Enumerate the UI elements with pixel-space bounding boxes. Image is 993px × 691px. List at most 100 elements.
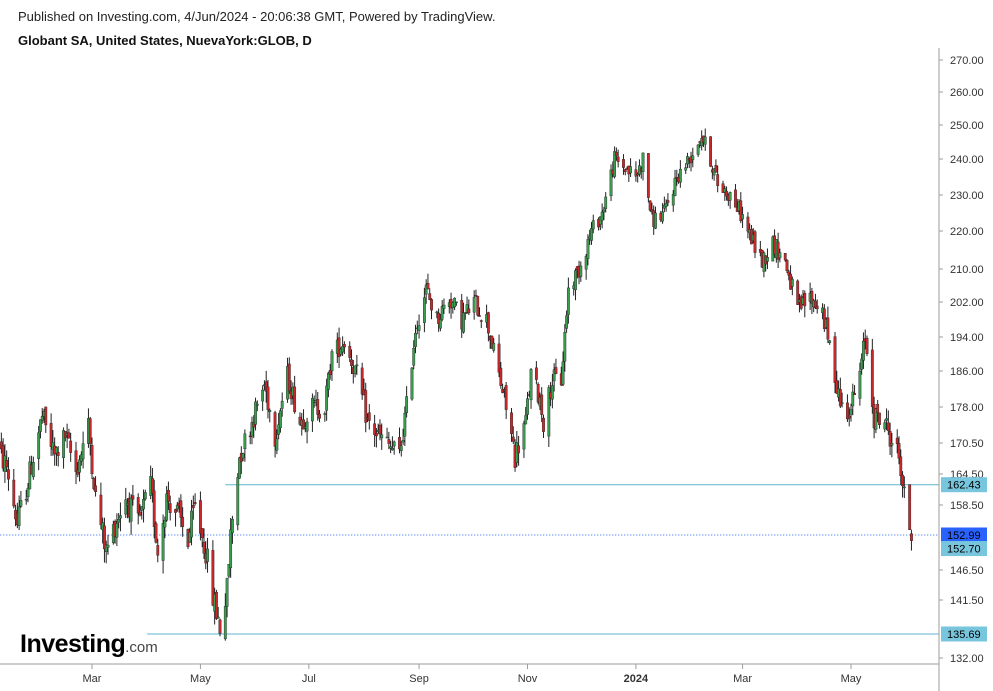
candle — [888, 422, 892, 456]
candle — [661, 203, 664, 224]
candle — [403, 406, 407, 447]
y-tick-label: 170.50 — [950, 438, 984, 450]
candle — [430, 298, 433, 320]
candle — [478, 307, 481, 317]
candle — [796, 279, 800, 306]
candle — [600, 203, 604, 229]
candle — [90, 437, 94, 480]
x-axis: Mar May Jul Sep Nov 2024 Mar May — [0, 663, 939, 685]
x-tick-label: Mar — [83, 673, 102, 685]
candle — [810, 287, 814, 315]
candle — [822, 304, 826, 332]
candle — [78, 455, 81, 482]
candle — [199, 491, 202, 541]
candle — [218, 618, 222, 637]
candle — [387, 431, 391, 450]
candle — [803, 290, 807, 318]
y-tick-label: 186.00 — [950, 366, 984, 378]
y-tick-label: 220.00 — [950, 226, 984, 238]
candle — [151, 467, 154, 503]
instrument-title: Globant SA, United States, NuevaYork:GLO… — [18, 33, 312, 48]
candle — [410, 367, 414, 401]
candle — [152, 479, 156, 539]
candle — [330, 349, 334, 381]
candle — [664, 199, 668, 212]
y-tick-label: 178.00 — [950, 402, 984, 414]
candle — [885, 408, 888, 431]
candle — [586, 234, 590, 266]
candle — [613, 146, 616, 179]
x-tick-label: Sep — [409, 673, 429, 685]
candle — [341, 336, 345, 356]
candle — [28, 456, 32, 490]
candle — [614, 147, 618, 161]
candle — [175, 501, 179, 512]
candle — [316, 392, 320, 421]
candle — [846, 394, 849, 422]
candle — [833, 331, 837, 394]
candle — [638, 159, 641, 177]
candle — [405, 386, 409, 418]
candle — [206, 537, 209, 573]
candle — [31, 456, 35, 480]
candle — [103, 517, 106, 563]
candle — [853, 385, 856, 395]
candle — [746, 212, 750, 239]
candle — [117, 513, 121, 529]
x-tick-label: Jul — [302, 673, 316, 685]
candle — [225, 577, 229, 618]
candle — [74, 441, 78, 485]
candle — [623, 168, 627, 176]
candle — [442, 298, 446, 315]
candle — [766, 248, 769, 270]
candle — [574, 268, 577, 301]
candle — [99, 482, 103, 530]
candle — [279, 408, 282, 433]
candle — [604, 192, 608, 213]
candle — [622, 154, 625, 175]
candle — [878, 412, 881, 429]
candle — [654, 206, 657, 230]
candle — [202, 528, 206, 559]
candle — [550, 373, 554, 409]
candle — [778, 248, 782, 263]
candle — [517, 436, 521, 466]
candle — [723, 185, 727, 201]
candle — [323, 411, 327, 422]
y-tick-label: 260.00 — [950, 87, 984, 99]
candle — [895, 429, 899, 454]
candle — [56, 446, 60, 467]
candle — [375, 428, 378, 448]
candle — [897, 436, 901, 465]
candle — [200, 528, 204, 548]
candle — [385, 427, 389, 439]
candle — [264, 370, 268, 403]
candle — [293, 375, 297, 414]
candle — [252, 415, 256, 439]
y-tick-label: 240.00 — [950, 154, 984, 166]
candle — [684, 163, 688, 174]
candle — [453, 297, 457, 311]
candle — [138, 504, 142, 517]
candle — [851, 383, 855, 416]
candle — [870, 338, 874, 414]
candle — [634, 161, 638, 182]
candle — [250, 416, 254, 445]
candle — [302, 409, 305, 430]
candle — [542, 414, 545, 438]
candle — [463, 312, 467, 320]
candle — [865, 335, 869, 357]
candle — [721, 180, 725, 194]
candle — [318, 409, 321, 423]
candle — [673, 169, 677, 197]
candle — [40, 408, 44, 424]
x-tick-label: 2024 — [624, 673, 649, 685]
candle — [254, 397, 257, 431]
candle — [476, 295, 480, 317]
candle — [540, 387, 544, 423]
candle — [44, 406, 48, 433]
x-tick-label: Nov — [518, 673, 538, 685]
candle — [104, 540, 108, 564]
candle — [424, 279, 428, 304]
